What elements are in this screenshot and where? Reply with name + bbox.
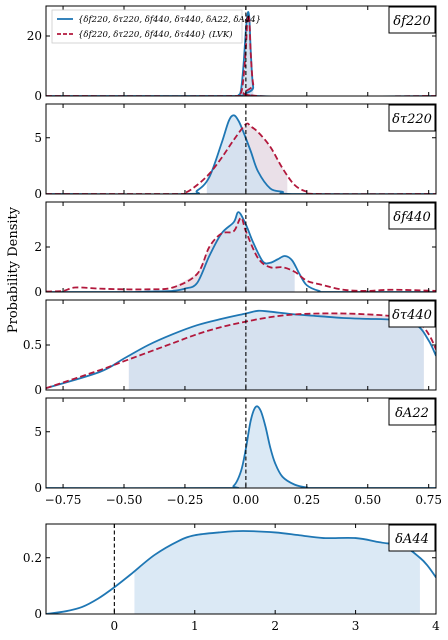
panel-plot-area	[46, 104, 436, 194]
x-tick-label: 3	[352, 619, 360, 633]
panel-5: 0 0.2 0 1 2 3 4 δA44	[23, 523, 440, 633]
credible-fill-0	[128, 310, 424, 390]
series-line-1	[46, 122, 436, 194]
panel-frame	[45, 103, 437, 195]
y-tick-label: 5	[34, 425, 42, 439]
x-tick-label: −0.75	[45, 493, 82, 507]
panel-label-box	[388, 300, 436, 328]
panel-1: 0 5 δτ220	[34, 103, 437, 201]
x-tick-label: 0.50	[354, 493, 381, 507]
legend: {δf220, δτ220, δf440, δτ440, δA22, δA44}…	[51, 9, 261, 44]
x-tick-label: 0.00	[233, 493, 260, 507]
y-tick-label: 0	[34, 607, 42, 621]
credible-fill-0	[134, 531, 420, 614]
panel-frame	[45, 5, 437, 97]
y-tick-label: 20	[27, 29, 42, 43]
y-tick-label: 2	[34, 240, 42, 254]
legend-label-0: {δf220, δτ220, δf440, δτ440, δA22, δA44}	[78, 15, 261, 25]
series-line-0	[46, 211, 436, 292]
series-line-1	[46, 216, 436, 292]
y-tick-label: 5	[34, 131, 42, 145]
panel-plot-area	[46, 300, 436, 390]
x-tick-label: 0	[111, 619, 119, 633]
panel-label-box	[388, 524, 436, 552]
y-tick-label: 0.5	[23, 338, 42, 352]
legend-label-1: {δf220, δτ220, δf440, δτ440} (LVK)	[78, 29, 233, 40]
panel-label: δA22	[395, 406, 429, 421]
y-axis-title: Probability Density	[6, 206, 21, 333]
panel-plot-area	[46, 398, 436, 488]
panel-frame	[45, 523, 437, 615]
panel-label-box	[388, 202, 436, 230]
panel-label: δA44	[395, 532, 429, 547]
series-line-0	[46, 405, 436, 488]
credible-fill-0	[233, 407, 305, 488]
panel-label: δτ440	[392, 308, 432, 323]
y-tick-label: 0	[34, 89, 42, 103]
panel-4: 0 5 −0.75 −0.50 −0.25 0.00 0.25 0.50 0.75 δA22	[34, 397, 442, 507]
y-tick-label: 0	[34, 481, 42, 495]
panel-0: 0 20 δf220	[27, 5, 437, 103]
y-tick-label: 0	[34, 285, 42, 299]
x-tick-label: −0.50	[106, 493, 143, 507]
panel-2: 0 2 δf440	[34, 201, 437, 299]
panel-plot-area	[46, 202, 436, 292]
panel-label: δf220	[393, 14, 430, 29]
x-tick-label: 0.25	[293, 493, 320, 507]
panel-label: δτ220	[392, 112, 432, 127]
x-tick-label: 4	[432, 619, 440, 633]
x-tick-label: 2	[271, 619, 279, 633]
series-line-0	[46, 114, 436, 194]
y-tick-label: 0	[34, 187, 42, 201]
y-tick-label: 0.2	[23, 551, 42, 565]
panel-plot-area	[46, 524, 436, 614]
panel-label-box	[388, 398, 436, 426]
x-tick-label: 0.75	[415, 493, 442, 507]
y-tick-label: 0	[34, 383, 42, 397]
panel-label-box	[388, 6, 436, 34]
credible-fill-0	[206, 115, 288, 194]
panel-label-box	[388, 104, 436, 132]
panel-3: 0 0.5 δτ440	[23, 299, 437, 397]
x-tick-label: −0.25	[167, 493, 204, 507]
panel-label: δf440	[393, 210, 430, 225]
panel-frame	[45, 397, 437, 489]
legend-box	[51, 9, 243, 44]
x-tick-label: 1	[191, 619, 199, 633]
